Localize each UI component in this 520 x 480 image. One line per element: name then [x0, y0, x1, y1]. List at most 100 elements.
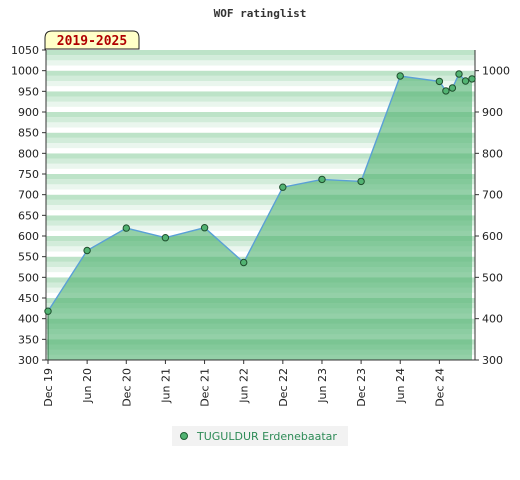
y-left-tick-label: 500	[18, 271, 39, 284]
y-right-tick-label: 500	[482, 271, 503, 284]
band	[46, 189, 475, 195]
y-right-tick-label: 800	[482, 147, 503, 160]
band	[46, 65, 475, 71]
band	[46, 55, 475, 61]
x-tick-label: Jun 20	[81, 368, 94, 404]
band	[46, 106, 475, 112]
band	[46, 153, 475, 159]
data-point[interactable]	[468, 75, 476, 83]
y-left-tick-label: 750	[18, 168, 39, 181]
band	[46, 112, 475, 118]
y-left-tick-label: 1000	[11, 65, 39, 78]
y-right-tick-label: 900	[482, 106, 503, 119]
data-point[interactable]	[83, 246, 91, 255]
period-badge: 2019-2025	[44, 30, 140, 50]
legend[interactable]: TUGULDUR Erdenebaatar	[172, 426, 348, 446]
band	[46, 215, 475, 221]
band	[46, 75, 475, 81]
y-left-tick-label: 950	[18, 85, 39, 98]
x-tick-label: Dec 23	[355, 368, 368, 407]
series-line	[47, 72, 473, 312]
y-left-tick-label: 300	[18, 354, 39, 367]
band	[46, 101, 475, 107]
chart-title: WOF ratinglist	[214, 7, 307, 20]
x-tick-label: Jun 22	[238, 368, 251, 404]
data-point[interactable]	[455, 70, 463, 78]
band	[46, 174, 475, 180]
x-tick-label: Jun 21	[159, 368, 172, 404]
y-left-tick-label: 650	[18, 209, 39, 222]
band	[46, 148, 475, 154]
data-point[interactable]	[161, 234, 170, 242]
x-tick-label: Dec 20	[120, 368, 133, 407]
y-right-tick-label: 400	[482, 313, 503, 326]
band	[46, 225, 475, 231]
band	[46, 220, 475, 226]
band	[46, 158, 475, 164]
x-tick-label: Jun 24	[394, 368, 407, 404]
series-area-fill	[48, 74, 472, 360]
y-left-tick-label: 400	[18, 313, 39, 326]
x-tick-label: Dec 21	[199, 368, 212, 407]
band	[46, 163, 475, 169]
band	[46, 179, 475, 185]
x-tick-label: Jun 23	[316, 368, 329, 404]
band	[46, 132, 475, 138]
y-left-tick-label: 800	[18, 147, 39, 160]
x-tick-label: Dec 24	[433, 368, 446, 407]
data-point[interactable]	[44, 307, 52, 315]
period-label: 2019-2025	[57, 34, 127, 49]
data-point[interactable]	[357, 177, 365, 186]
data-point[interactable]	[122, 224, 131, 232]
y-axis-left: 1050 1000 950 900 850 800 750 700 650 600 550 500 45…	[11, 44, 46, 367]
band	[46, 143, 475, 149]
x-tick-label: Dec 22	[277, 368, 290, 407]
data-point[interactable]	[396, 72, 404, 80]
data-point[interactable]	[448, 84, 457, 92]
band	[46, 127, 475, 133]
band	[46, 81, 475, 87]
y-axis-right: 1000 900 800 700 600 500 400 300	[475, 65, 510, 367]
series-area	[47, 72, 473, 360]
band	[46, 205, 475, 211]
y-left-tick-label: 1050	[11, 44, 39, 57]
data-point[interactable]	[200, 224, 209, 232]
y-left-tick-label: 850	[18, 127, 39, 140]
band	[46, 96, 475, 102]
band	[46, 184, 475, 190]
band	[46, 194, 475, 200]
data-point[interactable]	[279, 183, 287, 191]
band	[46, 199, 475, 205]
data-point[interactable]	[442, 87, 450, 95]
band	[46, 210, 475, 216]
y-left-tick-label: 350	[18, 333, 39, 346]
y-left-tick-label: 700	[18, 189, 39, 202]
y-right-tick-label: 1000	[482, 65, 510, 78]
y-right-tick-label: 600	[482, 230, 503, 243]
y-left-tick-label: 450	[18, 292, 39, 305]
band	[46, 91, 475, 97]
legend-label: TUGULDUR Erdenebaatar	[196, 430, 337, 443]
band	[46, 122, 475, 128]
y-left-tick-label: 900	[18, 106, 39, 119]
data-point[interactable]	[435, 77, 444, 86]
y-right-tick-label: 700	[482, 189, 503, 202]
y-left-tick-label: 600	[18, 230, 39, 243]
data-point[interactable]	[240, 258, 248, 267]
band	[46, 70, 475, 76]
data-point[interactable]	[318, 175, 326, 184]
y-left-tick-label: 550	[18, 251, 39, 264]
data-point[interactable]	[461, 77, 470, 85]
band	[46, 168, 475, 174]
band	[46, 86, 475, 92]
band	[46, 50, 475, 56]
legend-marker	[180, 432, 188, 440]
series-markers	[44, 70, 476, 315]
band	[46, 60, 475, 66]
x-axis: Dec 19 Jun 20 Dec 20 Jun 21 Dec 21 Jun 22 Dec …	[42, 360, 446, 407]
x-tick-label: Dec 19	[42, 368, 55, 407]
band	[46, 117, 475, 123]
y-right-tick-label: 300	[482, 354, 503, 367]
band	[46, 137, 475, 143]
